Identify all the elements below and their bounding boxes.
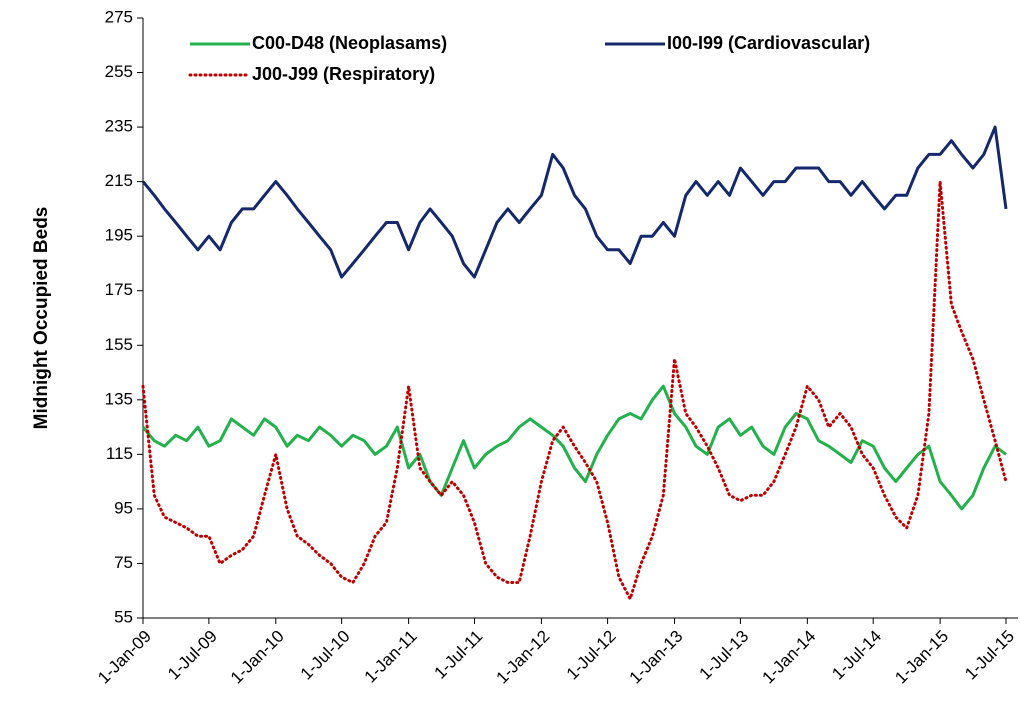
x-tick-label: 1-Jan-14	[758, 627, 819, 688]
x-tick-label: 1-Jul-09	[164, 627, 221, 684]
x-tick-label: 1-Jan-11	[361, 627, 421, 687]
y-tick-label: 135	[105, 389, 133, 408]
y-tick-label: 195	[105, 226, 133, 245]
series-line	[141, 384, 1007, 511]
y-tick-label: 115	[106, 444, 133, 463]
x-tick-label: 1-Jan-10	[227, 627, 288, 688]
x-tick-label: 1-Jul-10	[297, 627, 354, 684]
y-tick-label: 255	[105, 62, 133, 81]
x-tick-label: 1-Jan-09	[94, 627, 155, 688]
y-axis-label: Midnight Occupied Beds	[31, 207, 52, 430]
legend-label: J00-J99 (Respiratory)	[252, 64, 435, 84]
x-tick-label: 1-Jul-15	[961, 627, 1018, 684]
x-tick-label: 1-Jul-13	[696, 627, 753, 684]
y-tick-label: 55	[114, 607, 133, 626]
legend-label: I00-I99 (Cardiovascular)	[667, 33, 870, 53]
legend-label: C00-D48 (Neoplasams)	[252, 33, 447, 53]
y-tick-label: 275	[105, 7, 133, 26]
x-tick-label: 1-Jan-13	[626, 627, 687, 688]
x-tick-label: 1-Jul-12	[563, 627, 620, 684]
y-tick-label: 215	[105, 171, 133, 190]
x-tick-label: 1-Jan-15	[891, 627, 952, 688]
y-tick-label: 175	[105, 280, 133, 299]
x-tick-label: 1-Jan-12	[492, 627, 553, 688]
series-line	[141, 125, 1008, 279]
y-tick-label: 95	[114, 498, 133, 517]
x-tick-label: 1-Jul-14	[828, 627, 885, 684]
series-line	[141, 180, 1008, 601]
x-tick-label: 1-Jul-11	[430, 627, 486, 683]
y-tick-label: 75	[114, 553, 133, 572]
y-tick-label: 155	[105, 335, 133, 354]
y-tick-label: 235	[105, 117, 133, 136]
